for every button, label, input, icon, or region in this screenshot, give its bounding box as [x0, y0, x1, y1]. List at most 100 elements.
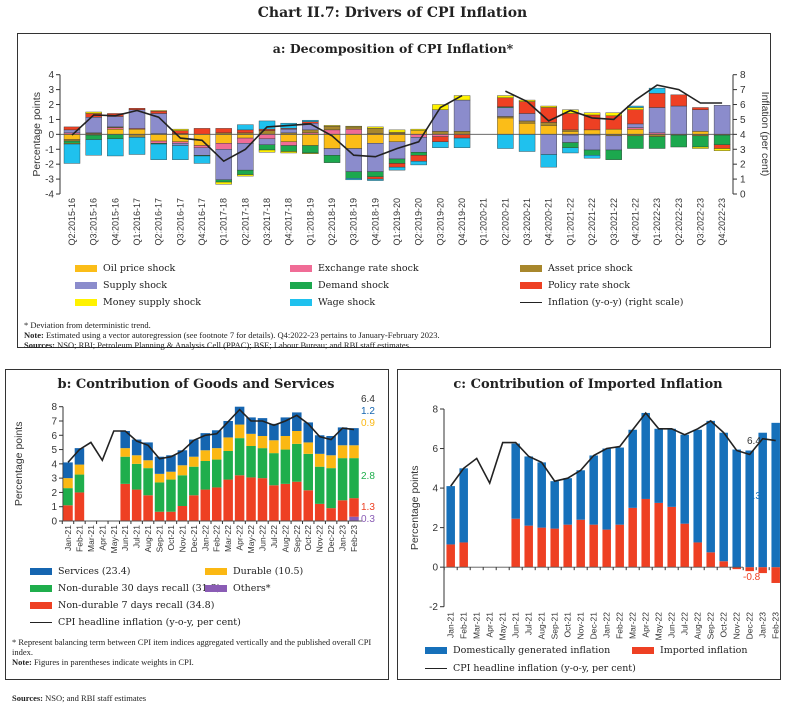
legend-label: Wage shock [318, 297, 376, 308]
bar-segment [177, 465, 188, 476]
x-tick-label: May-22 [654, 612, 664, 641]
bar-segment [154, 511, 165, 521]
bar-segment [280, 417, 291, 436]
legend-label: Durable (10.5) [233, 566, 304, 577]
bar-segment [258, 128, 276, 131]
bar-segment [120, 448, 130, 457]
bar-segment [349, 428, 359, 446]
panel-c-title: c: Contribution of Imported Inflation [453, 377, 723, 392]
legend-label: Exchange rate shock [318, 263, 419, 274]
bar-segment [453, 137, 471, 148]
y-tick-label: -2 [45, 160, 54, 171]
legend-swatch [30, 568, 52, 575]
bar-segment [211, 448, 222, 460]
bar-segment [131, 439, 142, 456]
bar-segment [459, 542, 468, 568]
bar-segment [563, 524, 572, 568]
x-tick-label: Jan-21 [63, 525, 73, 551]
x-tick-label: Q4:2016-17 [197, 198, 207, 246]
bar-segment [85, 139, 102, 156]
x-tick-label: Oct-21 [166, 525, 176, 551]
x-tick-label: Jun-21 [511, 612, 521, 638]
bar-segment [189, 456, 199, 467]
bar-segment [540, 105, 557, 108]
legend-item: Exchange rate shock [290, 263, 419, 274]
legend-item: Others* [205, 583, 271, 594]
bar-segment [583, 129, 601, 135]
x-tick-label: Jan-21 [446, 612, 456, 638]
bar-segment [410, 160, 427, 166]
right-y-tick-label: 4 [740, 130, 746, 141]
x-tick-label: Q3:2021-22 [609, 198, 619, 246]
bar-segment [269, 485, 279, 521]
bar-segment [345, 128, 362, 135]
bar-segment [74, 448, 85, 465]
legend-item: CPI headline inflation (y-o-y, per cent) [30, 617, 241, 628]
data-label: 7.3 [747, 491, 761, 502]
bar-segment [453, 99, 471, 132]
bar-segment [453, 134, 471, 139]
x-tick-label: Dec-21 [189, 525, 199, 553]
legend-swatch [520, 282, 542, 289]
legend-item: Domestically generated inflation [425, 645, 610, 656]
bar-segment [337, 500, 348, 521]
bar-segment [292, 430, 302, 444]
bar-segment [627, 109, 644, 125]
inflation-line [71, 84, 723, 163]
panel-b-title: b: Contribution of Goods and Services [57, 377, 335, 392]
bar-segment [302, 129, 319, 134]
x-tick-label: Q4:2019-20 [457, 198, 467, 246]
x-tick-label: Jul-21 [524, 612, 534, 635]
x-tick-label: Q3:2019-20 [435, 198, 445, 246]
bar-segment [345, 126, 362, 130]
x-tick-label: Apr-22 [235, 525, 245, 551]
legend-label: Inflation (y-o-y) (right scale) [548, 297, 684, 308]
x-tick-label: Q2:2019-20 [414, 198, 424, 246]
legend-label: CPI headline inflation (y-o-y, per cent) [453, 663, 636, 674]
x-tick-label: Q4:2018-19 [370, 198, 380, 246]
bar-segment [193, 147, 211, 156]
x-tick-label: Sep-21 [155, 525, 165, 553]
bar-segment [258, 144, 276, 151]
bar-segment [337, 427, 348, 446]
bar-segment [302, 121, 319, 124]
x-tick-label: Dec-21 [589, 612, 599, 640]
sources-label: Sources: [12, 693, 44, 703]
bar-segment [562, 129, 579, 132]
legend-item: Durable (10.5) [205, 566, 303, 577]
bar-segment [323, 148, 341, 156]
bar-segment [172, 141, 189, 144]
bar-segment [85, 134, 102, 140]
bar-segment [237, 169, 254, 175]
legend-item: Policy rate shock [520, 280, 630, 291]
bar-segment [189, 495, 199, 521]
x-tick-label: Q3:2016-17 [175, 198, 185, 246]
bar-segment [388, 163, 406, 168]
bar-segment [211, 430, 222, 449]
legend-line-swatch [30, 622, 52, 623]
bar-segment [693, 429, 702, 543]
x-tick-label: Aug-22 [693, 612, 703, 640]
legend-item: Oil price shock [75, 263, 175, 274]
x-tick-label: Q3:2018-19 [349, 198, 359, 246]
bar-segment [292, 481, 302, 521]
legend-label: Non-durable 7 days recall (34.8) [58, 600, 215, 611]
bar-segment [107, 138, 124, 157]
bar-segment [326, 468, 336, 509]
legend-swatch [632, 647, 654, 654]
bar-segment [337, 458, 348, 501]
bar-segment [388, 134, 406, 143]
x-tick-label: Q1:2022-23 [652, 198, 662, 246]
bar-segment [223, 437, 233, 451]
x-tick-label: Q2:2022-23 [674, 198, 684, 246]
bar-segment [150, 111, 167, 114]
bar-segment [128, 128, 146, 135]
legend-line-swatch [425, 668, 447, 669]
bar-segment [200, 450, 211, 461]
x-tick-label: Feb-21 [459, 612, 469, 639]
bar-segment [237, 124, 254, 131]
x-tick-label: Feb-21 [74, 525, 84, 552]
bar-segment [758, 432, 767, 568]
bar-segment [627, 135, 644, 149]
x-tick-label: Oct-21 [563, 612, 573, 638]
